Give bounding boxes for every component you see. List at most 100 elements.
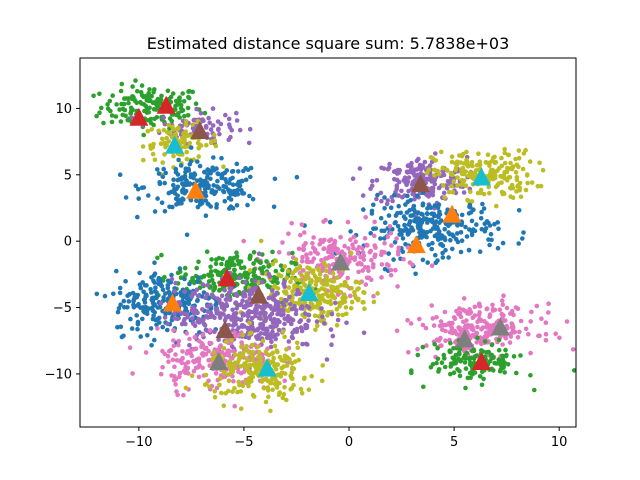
data-point — [191, 117, 197, 123]
data-point — [351, 245, 356, 251]
data-point — [197, 362, 202, 368]
data-point — [543, 331, 549, 337]
data-point — [232, 386, 237, 391]
data-point — [513, 156, 518, 162]
data-point — [210, 356, 215, 362]
data-point — [217, 301, 223, 306]
centroid-marker-gray — [455, 329, 475, 348]
data-point — [118, 324, 124, 330]
data-point — [224, 168, 230, 173]
data-point — [248, 174, 253, 180]
data-point — [241, 369, 247, 375]
data-point — [461, 178, 467, 183]
data-point — [258, 260, 263, 266]
data-point — [241, 312, 247, 318]
data-point — [325, 299, 330, 305]
data-point — [241, 362, 247, 367]
data-point — [537, 160, 542, 166]
data-point — [465, 311, 470, 316]
data-point — [454, 332, 460, 337]
data-point — [253, 278, 258, 284]
data-point — [243, 285, 248, 291]
data-point — [273, 299, 279, 304]
data-point — [529, 309, 534, 315]
data-point — [243, 274, 248, 280]
data-point — [272, 275, 278, 281]
data-point — [458, 314, 464, 320]
data-point — [141, 309, 146, 314]
data-point — [213, 306, 219, 312]
data-point — [177, 370, 183, 376]
data-point — [373, 245, 378, 250]
data-point — [379, 262, 385, 267]
data-point — [281, 392, 287, 397]
data-point — [230, 206, 236, 211]
data-point — [185, 105, 191, 111]
data-point — [493, 184, 499, 190]
chart-title: Estimated distance square sum: 5.7838e+0… — [147, 34, 510, 53]
data-point — [374, 196, 379, 202]
data-point — [498, 362, 504, 367]
data-point — [284, 347, 289, 352]
data-point — [216, 171, 221, 177]
data-point — [429, 263, 435, 269]
x-tick-label: 10 — [551, 435, 568, 450]
data-point — [415, 193, 420, 198]
data-point — [464, 149, 469, 155]
data-point — [528, 373, 533, 378]
data-point — [487, 191, 492, 196]
data-point — [235, 192, 241, 197]
data-point — [385, 166, 391, 172]
data-point — [228, 176, 233, 182]
data-point — [477, 159, 483, 164]
data-point — [273, 336, 279, 342]
data-point — [352, 255, 358, 260]
data-point — [119, 101, 124, 107]
data-point — [523, 187, 529, 193]
data-point — [571, 368, 577, 373]
data-point — [289, 370, 295, 375]
data-point — [520, 166, 526, 172]
data-point — [211, 294, 216, 299]
data-point — [122, 107, 128, 113]
data-point — [450, 355, 456, 361]
data-point — [282, 316, 288, 322]
data-point — [197, 163, 203, 169]
data-point — [281, 302, 286, 307]
data-point — [119, 81, 125, 87]
data-point — [180, 91, 185, 96]
data-point — [154, 317, 160, 322]
data-point — [388, 230, 394, 236]
data-point — [218, 311, 224, 316]
data-point — [314, 275, 319, 281]
data-point — [464, 318, 469, 323]
data-point — [432, 341, 438, 347]
data-point — [139, 185, 145, 190]
data-point — [487, 242, 492, 248]
data-point — [145, 333, 150, 338]
data-point — [482, 229, 488, 234]
data-point — [235, 187, 240, 193]
data-point — [463, 366, 469, 371]
data-point — [250, 357, 255, 363]
data-point — [143, 350, 149, 355]
data-point — [149, 127, 154, 132]
data-point — [399, 188, 404, 194]
y-tick-label: 0 — [64, 235, 72, 250]
data-point — [188, 159, 194, 164]
data-point — [343, 280, 348, 285]
data-point — [265, 283, 270, 288]
data-point — [361, 257, 367, 262]
data-point — [114, 102, 119, 107]
data-point — [148, 326, 154, 331]
data-point — [222, 287, 227, 293]
data-point — [213, 302, 218, 308]
data-point — [115, 325, 120, 330]
data-point — [394, 186, 400, 192]
data-point — [248, 363, 254, 368]
data-point — [384, 262, 390, 267]
data-point — [436, 172, 442, 177]
data-point — [298, 232, 303, 238]
data-point — [203, 345, 209, 351]
data-point — [159, 283, 164, 289]
